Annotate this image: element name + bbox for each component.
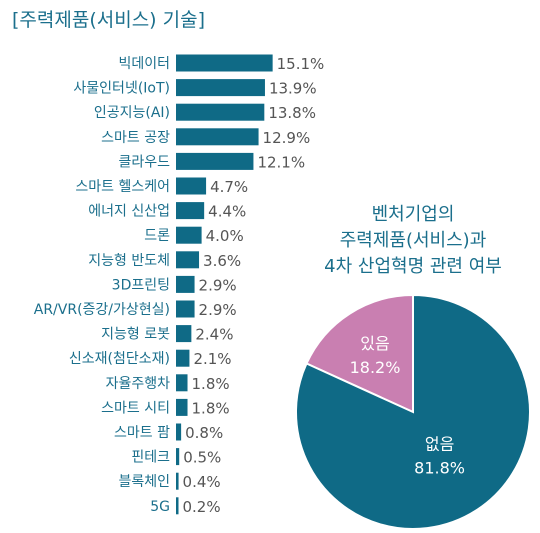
bar-value-label: 4.7% xyxy=(210,178,248,196)
pie-title-line-1: 벤처기업의 xyxy=(372,204,455,225)
bar-value-label: 2.1% xyxy=(193,350,231,368)
bar-value-label: 2.9% xyxy=(199,301,237,319)
bar xyxy=(176,374,188,392)
bar-value-label: 1.8% xyxy=(192,375,230,393)
bar-chart-title: [주력제품(서비스) 기술] xyxy=(12,9,205,31)
bar xyxy=(176,448,180,466)
bar-category-label: 지능형 로봇 xyxy=(101,327,170,343)
bar-category-label: AR/VR(증강/가상현실) xyxy=(34,302,170,318)
pie-chart: 있음 18.2% 없음 81.8% xyxy=(295,293,531,530)
bar-value-label: 2.4% xyxy=(195,326,233,344)
bar-category-label: 빅데이터 xyxy=(118,56,170,72)
bar-category-label: 핀테크 xyxy=(131,450,170,466)
bar xyxy=(176,325,192,343)
bar-category-label: 스마트 시티 xyxy=(101,400,170,416)
pie-slice xyxy=(305,293,414,414)
pie-title-line-2: 주력제품(서비스)과 xyxy=(340,230,487,251)
bar-value-label: 15.1% xyxy=(277,55,325,73)
pie-slice-label: 있음 xyxy=(360,334,389,353)
bar-category-label: 지능형 반도체 xyxy=(88,253,170,269)
bar xyxy=(176,251,200,269)
bar-category-label: 드론 xyxy=(144,228,170,244)
bar-category-label: 3D프린팅 xyxy=(112,277,170,293)
bar xyxy=(176,472,179,490)
bar-category-label: 5G xyxy=(150,499,170,515)
bar xyxy=(176,79,265,97)
bar-chart: 빅데이터 15.1% 사물인터넷(IoT) 13.9% 인공지능(AI) 13.8% 스마트… xyxy=(34,54,325,516)
bar-value-label: 12.9% xyxy=(263,129,311,147)
bar xyxy=(176,300,195,318)
bar-category-label: 신소재(첨단소재) xyxy=(69,351,170,367)
bar-value-label: 0.8% xyxy=(185,424,223,442)
bar-category-label: 클라우드 xyxy=(118,154,170,170)
bar xyxy=(176,497,179,515)
bar xyxy=(176,177,207,195)
bar-value-label: 13.8% xyxy=(268,104,316,122)
pie-slice-value: 18.2% xyxy=(350,358,401,377)
bar xyxy=(176,423,182,441)
bar-value-label: 0.2% xyxy=(183,498,221,516)
bar xyxy=(176,349,190,367)
pie-slice-value: 81.8% xyxy=(414,458,465,477)
pie-title-line-3: 4차 산업혁명 관련 여부 xyxy=(324,256,502,277)
bar-category-label: 스마트 공장 xyxy=(101,130,170,146)
bar xyxy=(176,103,265,121)
bar-category-label: 스마트 헬스케어 xyxy=(75,179,170,195)
bar-value-label: 0.5% xyxy=(183,449,221,467)
bar-value-label: 12.1% xyxy=(257,153,305,171)
bar xyxy=(176,202,205,220)
bar-value-label: 1.8% xyxy=(192,399,230,417)
bar-value-label: 13.9% xyxy=(269,80,317,98)
bar-category-label: 에너지 신산업 xyxy=(88,204,170,220)
bar xyxy=(176,398,188,416)
bar-value-label: 4.4% xyxy=(208,203,246,221)
bar-category-label: 스마트 팜 xyxy=(114,425,170,441)
bar-category-label: 자율주행차 xyxy=(106,376,171,392)
bar xyxy=(176,275,195,293)
bar-value-label: 3.6% xyxy=(203,252,241,270)
bar-value-label: 2.9% xyxy=(199,276,237,294)
pie-slice-label: 없음 xyxy=(425,434,454,453)
bar-category-label: 사물인터넷(IoT) xyxy=(73,81,170,97)
bar-value-label: 4.0% xyxy=(206,227,244,245)
bar xyxy=(176,128,259,146)
bar-category-label: 인공지능(AI) xyxy=(94,105,170,121)
bar xyxy=(176,152,254,170)
bar xyxy=(176,226,202,244)
bar xyxy=(176,54,273,72)
bar-category-label: 블록체인 xyxy=(118,474,170,490)
pie-slice xyxy=(295,293,531,530)
bar-value-label: 0.4% xyxy=(183,473,221,491)
